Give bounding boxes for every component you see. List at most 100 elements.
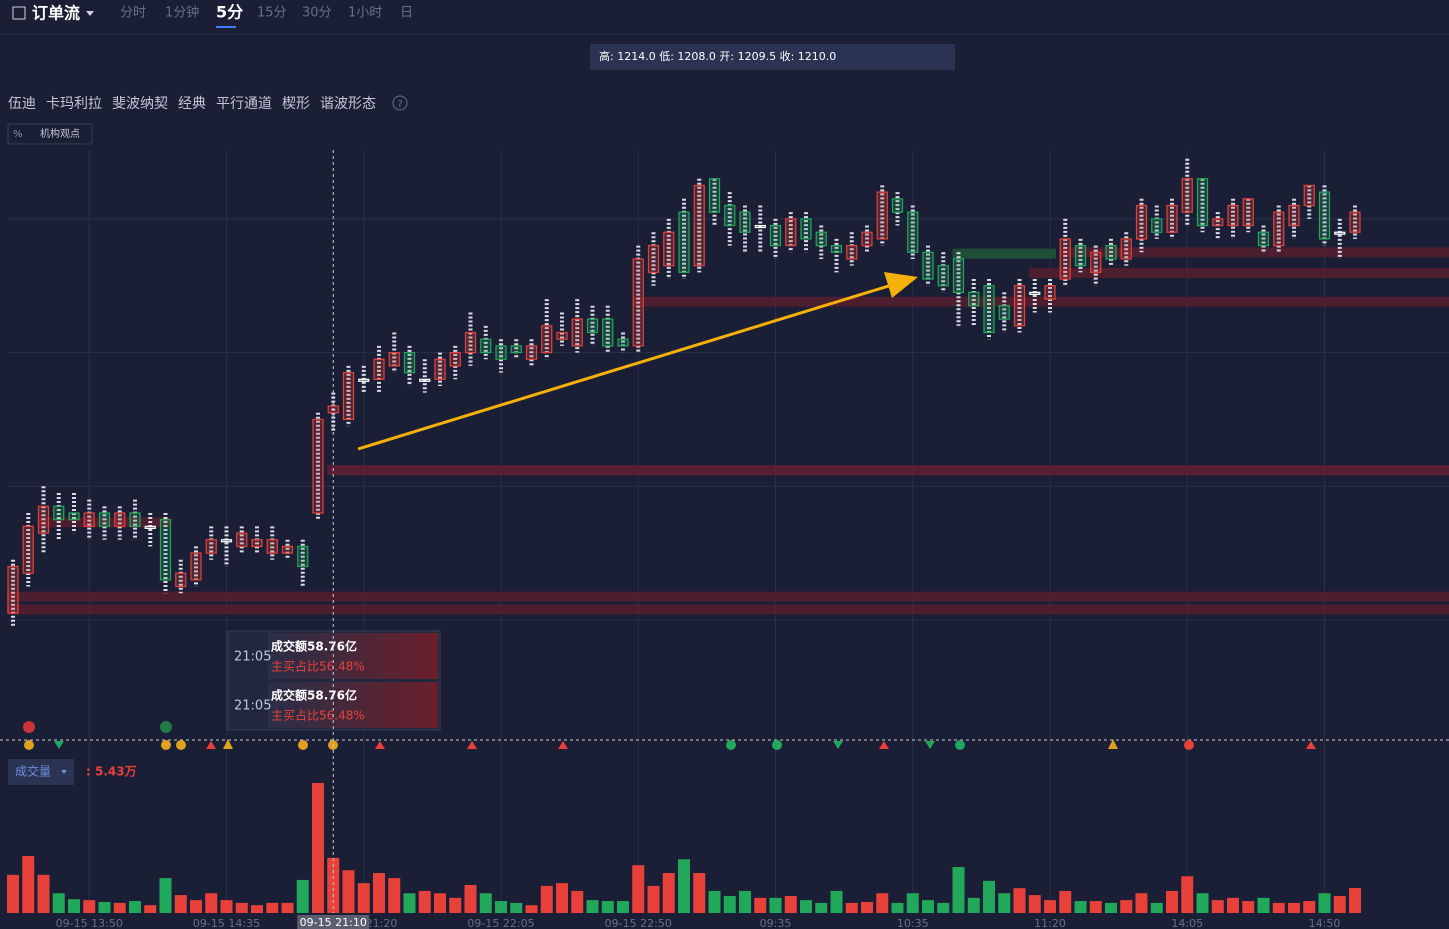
candle-body [1013, 285, 1026, 327]
candle-body [22, 525, 34, 574]
help-icon[interactable] [392, 95, 408, 111]
trend-arrow [357, 282, 896, 451]
volume-bar [906, 893, 919, 913]
badge-text[interactable]: 机构观点 [40, 127, 80, 140]
event-icon [54, 741, 64, 749]
drawing-tool[interactable]: 斐波纳契 [112, 96, 168, 112]
drawing-tool[interactable]: 经典 [178, 96, 206, 112]
event-icon [176, 740, 186, 750]
volume-bar [342, 870, 355, 913]
candle-body [510, 345, 522, 354]
candle-body [220, 539, 233, 543]
volume-bar [662, 873, 675, 913]
timeframe-tab[interactable]: 30分 [302, 6, 332, 21]
volume-bar [510, 902, 523, 913]
volume-bar [556, 883, 568, 913]
event-icon [23, 721, 35, 733]
timeframe-tab[interactable]: 1小时 [348, 6, 382, 21]
badge-box[interactable] [7, 123, 93, 145]
x-tick-label: 10:35 [897, 917, 929, 929]
candle-body [1227, 204, 1239, 227]
candle-body [205, 539, 217, 554]
candle-body [1044, 285, 1056, 300]
volume-bar [464, 884, 477, 913]
app-icon [12, 6, 26, 20]
candle-body [1257, 231, 1270, 247]
volume-title[interactable]: 成交量 [15, 764, 51, 779]
candle-body [1349, 211, 1361, 233]
drawing-tool[interactable]: 伍迪 [8, 96, 36, 112]
candle-body [861, 231, 873, 247]
candle-body [998, 305, 1010, 320]
volume-bar [998, 893, 1011, 913]
candle-body [1120, 238, 1132, 260]
x-tick-label: 09-15 14:35 [193, 917, 260, 929]
volume-bar [1333, 896, 1346, 913]
volume-bar [1135, 893, 1148, 913]
crosshair-x-label: 09-15 21:10 [300, 916, 367, 929]
candle-body [647, 244, 660, 273]
volume-bar [952, 867, 965, 913]
app-title[interactable]: 订单流 [32, 4, 80, 23]
candle-body [724, 204, 736, 227]
candle-body [449, 351, 461, 367]
candle-body [663, 231, 675, 267]
event-icon [1108, 739, 1118, 749]
timeframe-tab[interactable]: 1分钟 [165, 5, 199, 21]
candle-body [968, 291, 980, 307]
x-tick-label: 09-15 22:50 [605, 917, 672, 929]
candle-body [876, 191, 888, 240]
volume-bar [1013, 888, 1026, 913]
volume-bar [571, 890, 584, 913]
candle-body [297, 545, 309, 568]
candle-body [617, 338, 629, 347]
candle-body [342, 372, 355, 421]
candle-body [144, 525, 156, 529]
drawing-tool[interactable]: 平行通道 [216, 96, 272, 112]
volume-bar [1272, 902, 1285, 913]
price-zone [7, 591, 1449, 602]
event-icon [879, 741, 889, 749]
volume-bar [251, 905, 263, 913]
candle-body [769, 224, 782, 247]
candle-body [1090, 251, 1102, 273]
volume-bar [52, 893, 65, 913]
volume-bar [1028, 895, 1041, 913]
tooltip-ratio: 主买占比56.48% [271, 659, 365, 674]
volume-bar [220, 900, 233, 913]
x-tick-label: 14:50 [1309, 917, 1341, 929]
x-tick-label: 11:20 [1034, 917, 1066, 929]
candle-body [464, 331, 477, 354]
volume-bar [1211, 900, 1224, 913]
price-zone [327, 465, 1449, 476]
candle-body [922, 251, 934, 280]
candle-body [251, 539, 263, 548]
volume-bar [296, 879, 309, 913]
drawing-tool[interactable]: 卡玛利拉 [46, 96, 102, 112]
volume-bar [83, 900, 96, 913]
x-tick-label: 09:35 [760, 917, 792, 929]
x-tick-label: 09-15 22:05 [467, 917, 534, 929]
volume-bar [266, 902, 279, 913]
candle-body [1074, 244, 1087, 267]
volume-bar [373, 873, 385, 913]
timeframe-tab[interactable]: 5分 [216, 3, 243, 22]
volume-bar [449, 897, 462, 913]
volume-bar [434, 893, 446, 913]
event-icons [23, 721, 1316, 750]
timeframe-tab[interactable]: 分时 [120, 6, 146, 21]
candle-body [7, 565, 19, 614]
volume-bar [190, 900, 202, 913]
timeframe-tab[interactable]: 日 [400, 6, 413, 21]
volume-bar [1318, 893, 1331, 913]
candle-body [480, 338, 492, 354]
tooltip-row-bg [268, 682, 438, 728]
volume-bar [678, 859, 690, 913]
drawing-tool[interactable]: 谐波形态 [320, 96, 376, 112]
drawing-tool[interactable]: 楔形 [282, 96, 310, 112]
volume-bar [1242, 901, 1255, 913]
volume-bar [1120, 900, 1133, 913]
timeframe-tab[interactable]: 15分 [257, 6, 287, 21]
volume-bar [647, 885, 660, 913]
